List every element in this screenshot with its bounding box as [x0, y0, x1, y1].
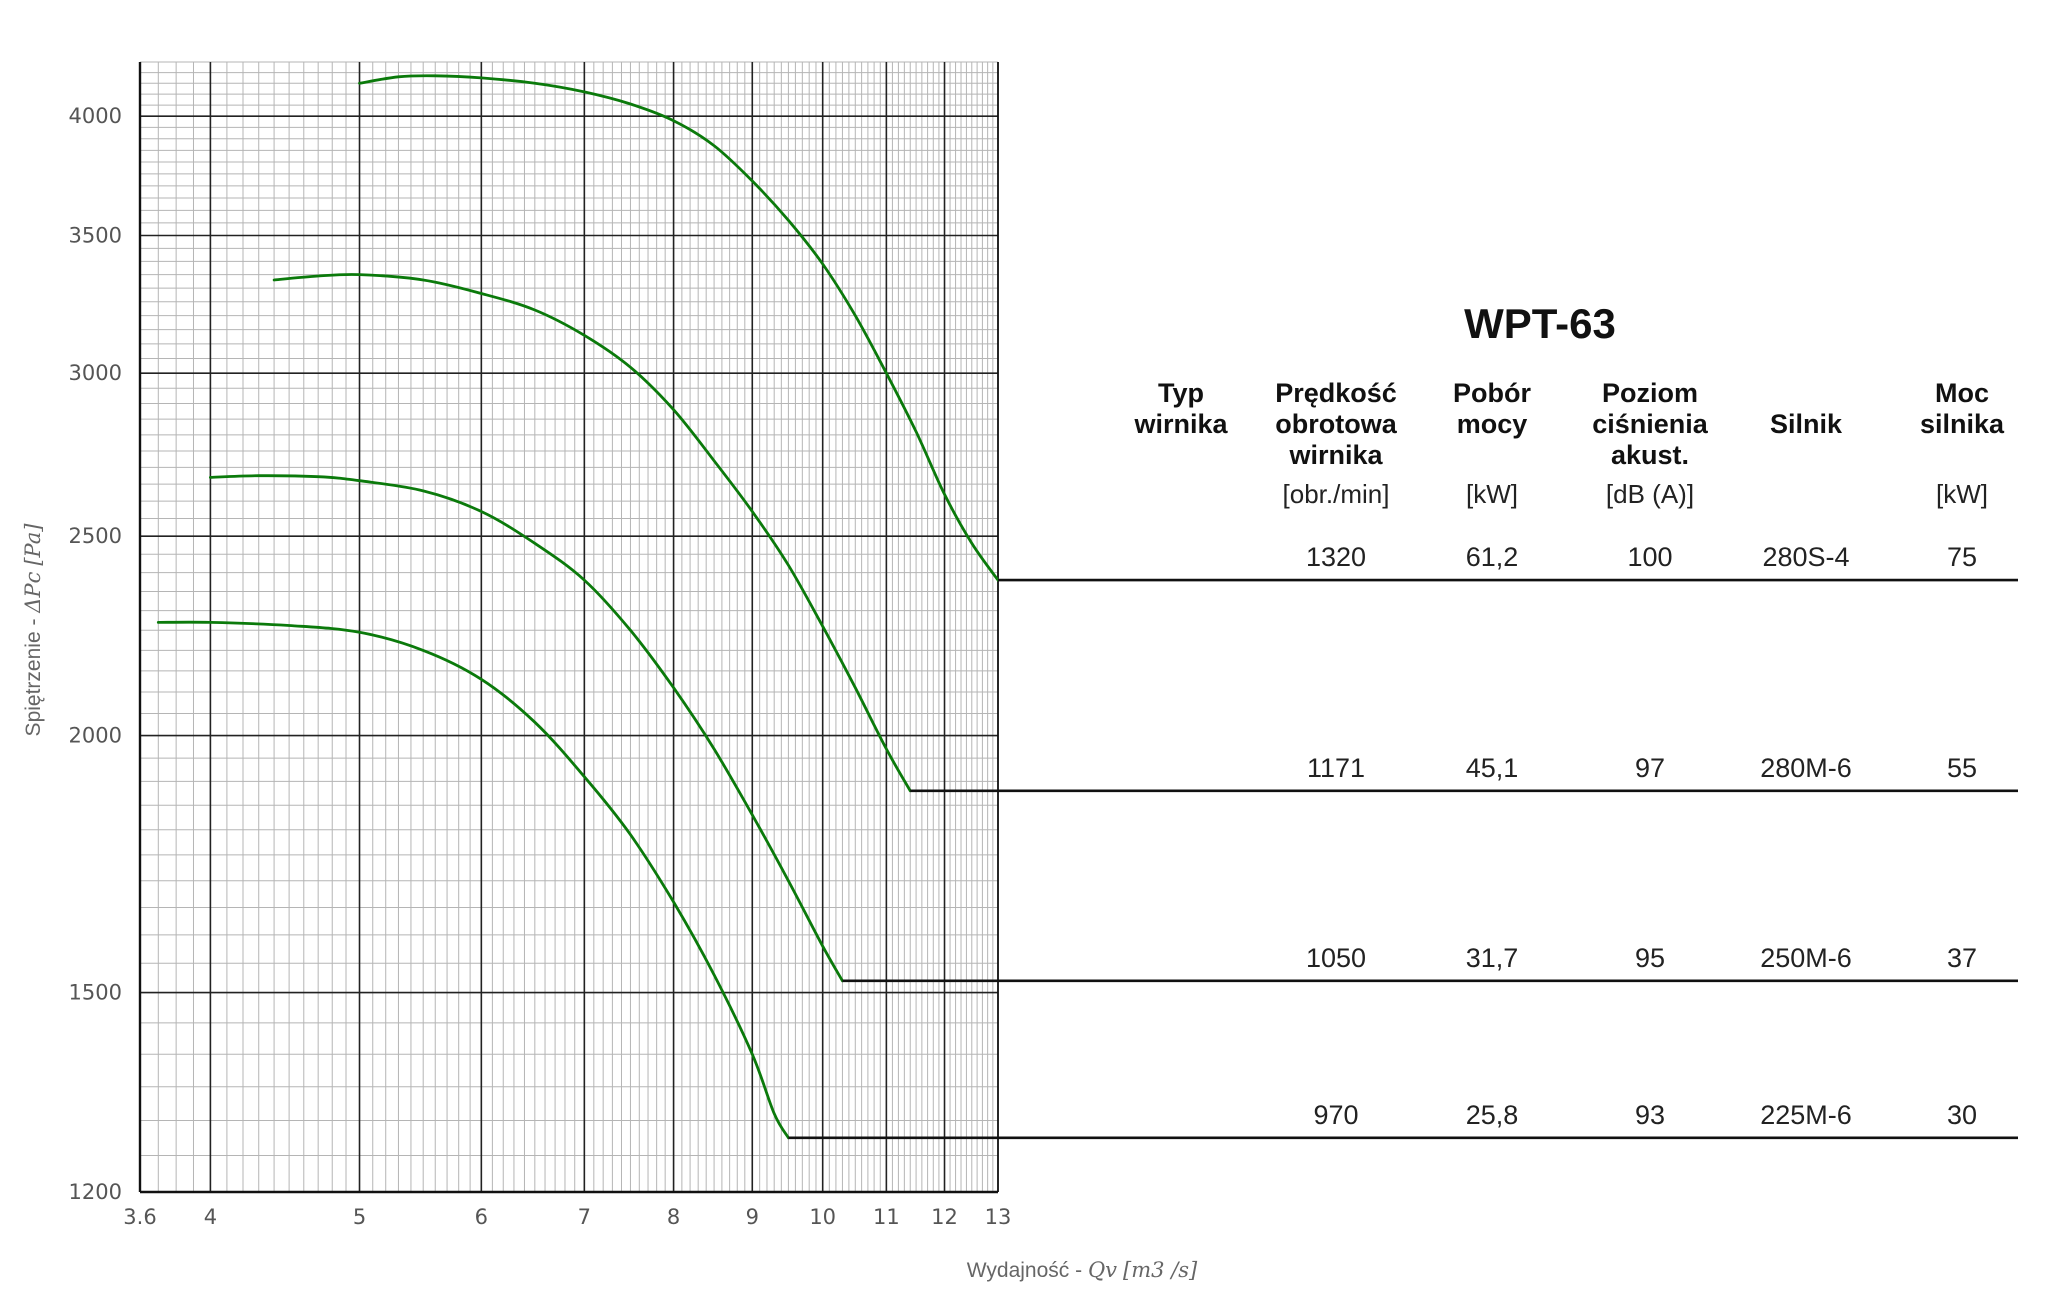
x-tick-label: 10 — [809, 1205, 836, 1229]
curve-970 — [156, 620, 790, 1140]
x-tick-labels: 3.6 4 5 6 7 8 9 10 11 12 13 — [123, 1205, 1011, 1229]
x-tick-label: 3.6 — [123, 1205, 156, 1229]
y-axis-label-text: Spiętrzenie - — [22, 613, 45, 737]
x-axis-label-symbol: Qv — [1088, 1258, 1117, 1282]
table-header-label: Poziom — [1602, 378, 1698, 408]
x-axis-label-text: Wydajność - — [967, 1259, 1088, 1282]
table-header-label: Pobór — [1453, 378, 1531, 408]
table-cell-noise: 93 — [1635, 1100, 1665, 1130]
table-cell-motor_power: 75 — [1947, 542, 1977, 572]
table-cell-speed: 970 — [1313, 1100, 1358, 1130]
table-cell-motor_power: 37 — [1947, 943, 1977, 973]
table-rows: 1320 61,2 100 280S-4 75 1171 45,1 97 280M-6 55 105… — [1306, 542, 1977, 1130]
table-cell-motor_power: 30 — [1947, 1100, 1977, 1130]
table-header-label: mocy — [1457, 409, 1528, 439]
y-tick-label: 4000 — [69, 104, 122, 128]
table-header-label: obrotowa — [1275, 409, 1397, 439]
y-tick-label: 2500 — [69, 524, 122, 548]
x-axis-label: Wydajność - Qv [m3 /s] — [967, 1258, 1198, 1282]
y-tick-label: 3500 — [69, 223, 122, 247]
y-tick-label: 1500 — [69, 981, 122, 1005]
table-cell-power: 31,7 — [1466, 943, 1519, 973]
table-cell-power: 61,2 — [1466, 542, 1519, 572]
table-cell-motor: 225M-6 — [1760, 1100, 1852, 1130]
table-cell-motor: 280M-6 — [1760, 753, 1852, 783]
chart-title: WPT-63 — [1464, 300, 1616, 347]
x-tick-label: 9 — [746, 1205, 759, 1229]
curve-1171 — [272, 273, 912, 793]
x-tick-label: 6 — [475, 1205, 488, 1229]
y-axis-label-symbol: ΔPc — [21, 571, 45, 613]
curve-1050 — [209, 474, 844, 983]
table-header-label: ciśnienia — [1592, 409, 1709, 439]
table-cell-motor: 280S-4 — [1762, 542, 1849, 572]
y-tick-label: 1200 — [69, 1180, 122, 1204]
table-header-label: Prędkość — [1275, 378, 1397, 408]
performance-curves — [156, 74, 1000, 1140]
table-header-label: Typ — [1158, 378, 1204, 408]
table-headers: TypwirnikaPrędkośćobrotowawirnika[obr./m… — [1133, 378, 2005, 509]
x-tick-label: 13 — [985, 1205, 1012, 1229]
table-header-unit: [kW] — [1936, 479, 1988, 509]
table-cell-noise: 95 — [1635, 943, 1665, 973]
table-cell-speed: 1171 — [1307, 753, 1365, 783]
table-header-unit: [obr./min] — [1283, 479, 1390, 509]
x-tick-label: 11 — [873, 1205, 900, 1229]
x-tick-label: 7 — [578, 1205, 591, 1229]
table-cell-power: 45,1 — [1466, 753, 1519, 783]
table-cell-noise: 100 — [1627, 542, 1672, 572]
table-header-unit: [dB (A)] — [1606, 479, 1694, 509]
table-cell-speed: 1320 — [1306, 542, 1366, 572]
table-header-label: Moc — [1935, 378, 1989, 408]
table-cell-noise: 97 — [1635, 753, 1665, 783]
table-header-label: Silnik — [1770, 409, 1843, 439]
x-tick-label: 8 — [667, 1205, 680, 1229]
y-tick-labels: 1200 1500 2000 2500 3000 3500 4000 — [69, 104, 122, 1204]
minor-grid — [139, 61, 999, 1193]
y-tick-label: 3000 — [69, 361, 122, 385]
table-cell-motor_power: 55 — [1947, 753, 1977, 783]
leader-lines — [788, 578, 2018, 1140]
x-axis-label-unit: [m3 /s] — [1123, 1258, 1198, 1282]
curve-1320 — [358, 74, 1000, 582]
table-header-unit: [kW] — [1466, 479, 1518, 509]
y-axis-label-unit: [Pa] — [21, 523, 45, 566]
table-cell-motor: 250M-6 — [1760, 943, 1852, 973]
table-cell-power: 25,8 — [1466, 1100, 1519, 1130]
table-cell-speed: 1050 — [1306, 943, 1366, 973]
table-header-label: wirnika — [1133, 409, 1228, 439]
table-header-label: akust. — [1611, 440, 1689, 470]
table-header-label: silnika — [1920, 409, 2005, 439]
y-axis-label: Spiętrzenie - ΔPc [Pa] — [21, 523, 45, 737]
x-tick-label: 12 — [931, 1205, 958, 1229]
table-header-label: wirnika — [1288, 440, 1383, 470]
x-tick-label: 4 — [204, 1205, 217, 1229]
axes — [138, 62, 999, 1194]
x-tick-label: 5 — [353, 1205, 366, 1229]
y-tick-label: 2000 — [69, 724, 122, 748]
